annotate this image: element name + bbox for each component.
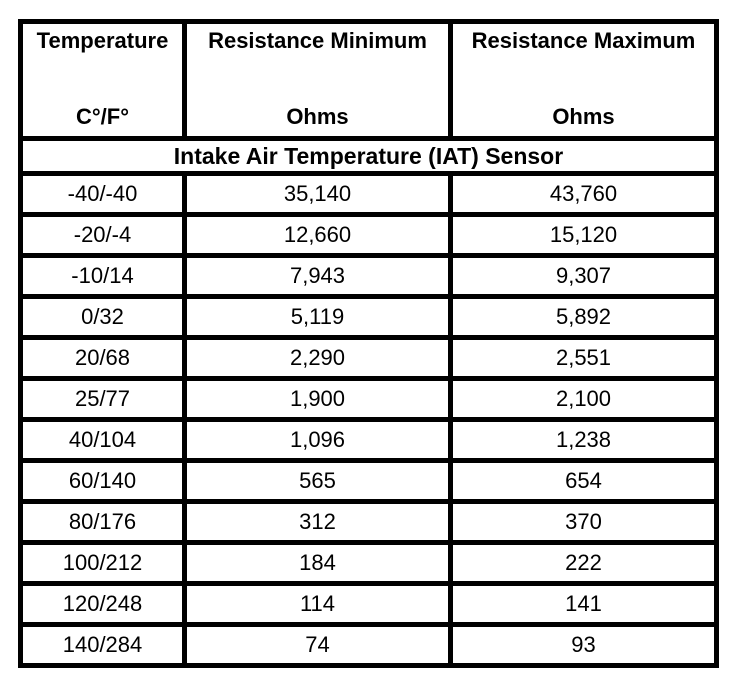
temperature-cell: 40/104: [18, 417, 187, 463]
table-row: 20/68 2,290 2,551: [18, 335, 719, 381]
table-row: 100/212 184 222: [18, 540, 719, 586]
resistance-maximum-header-label: Resistance Maximum: [471, 28, 696, 53]
temperature-cell: 100/212: [18, 540, 187, 586]
table-row: -40/-40 35,140 43,760: [18, 171, 719, 217]
resistance-min-cell: 184: [182, 540, 453, 586]
resistance-min-cell: 35,140: [182, 171, 453, 217]
temperature-cell: 120/248: [18, 581, 187, 627]
temperature-cell: 0/32: [18, 294, 187, 340]
resistance-max-cell: 1,238: [448, 417, 719, 463]
table-row: -20/-4 12,660 15,120: [18, 212, 719, 258]
temperature-cell: 60/140: [18, 458, 187, 504]
resistance-min-cell: 1,900: [182, 376, 453, 422]
resistance-minimum-header-label: Resistance Minimum: [208, 28, 427, 53]
resistance-max-cell: 9,307: [448, 253, 719, 299]
resistance-min-cell: 74: [182, 622, 453, 668]
resistance-max-cell: 2,100: [448, 376, 719, 422]
document-page: Temperature C°/F° Resistance Minimum Ohm…: [0, 19, 752, 697]
table-row: 40/104 1,096 1,238: [18, 417, 719, 463]
temperature-header-unit: C°/F°: [75, 103, 130, 129]
resistance-max-cell: 15,120: [448, 212, 719, 258]
temperature-cell: 140/284: [18, 622, 187, 668]
resistance-max-cell: 2,551: [448, 335, 719, 381]
header-row: Temperature C°/F° Resistance Minimum Ohm…: [18, 19, 719, 141]
temperature-cell: -40/-40: [18, 171, 187, 217]
table-row: 140/284 74 93: [18, 622, 719, 668]
temperature-cell: -10/14: [18, 253, 187, 299]
section-title-row: Intake Air Temperature (IAT) Sensor: [18, 136, 719, 176]
temperature-cell: 80/176: [18, 499, 187, 545]
table-row: 60/140 565 654: [18, 458, 719, 504]
resistance-min-cell: 312: [182, 499, 453, 545]
resistance-min-cell: 7,943: [182, 253, 453, 299]
table-row: 120/248 114 141: [18, 581, 719, 627]
resistance-min-cell: 114: [182, 581, 453, 627]
table-row: 25/77 1,900 2,100: [18, 376, 719, 422]
table-row: 0/32 5,119 5,892: [18, 294, 719, 340]
resistance-max-cell: 93: [448, 622, 719, 668]
temperature-cell: 25/77: [18, 376, 187, 422]
column-header-resistance-minimum: Resistance Minimum Ohms: [182, 19, 453, 141]
column-header-resistance-maximum: Resistance Maximum Ohms: [448, 19, 719, 141]
resistance-min-cell: 5,119: [182, 294, 453, 340]
resistance-max-cell: 654: [448, 458, 719, 504]
iat-sensor-spec-table: Temperature C°/F° Resistance Minimum Ohm…: [18, 19, 719, 668]
temperature-cell: 20/68: [18, 335, 187, 381]
resistance-max-cell: 370: [448, 499, 719, 545]
temperature-cell: -20/-4: [18, 212, 187, 258]
resistance-min-cell: 1,096: [182, 417, 453, 463]
resistance-max-cell: 222: [448, 540, 719, 586]
column-header-temperature: Temperature C°/F°: [18, 19, 187, 141]
table-row: 80/176 312 370: [18, 499, 719, 545]
temperature-header-label: Temperature: [36, 28, 169, 53]
section-title: Intake Air Temperature (IAT) Sensor: [18, 136, 719, 176]
resistance-max-cell: 5,892: [448, 294, 719, 340]
resistance-min-cell: 565: [182, 458, 453, 504]
resistance-max-cell: 141: [448, 581, 719, 627]
resistance-max-cell: 43,760: [448, 171, 719, 217]
table-row: -10/14 7,943 9,307: [18, 253, 719, 299]
resistance-maximum-header-unit: Ohms: [552, 103, 615, 129]
resistance-minimum-header-unit: Ohms: [286, 103, 349, 129]
resistance-min-cell: 2,290: [182, 335, 453, 381]
resistance-min-cell: 12,660: [182, 212, 453, 258]
